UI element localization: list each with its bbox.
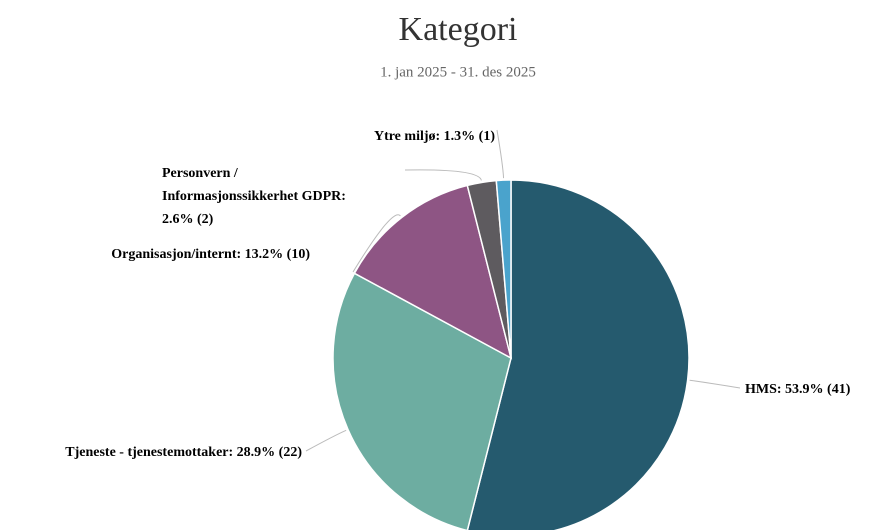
data-label: Tjeneste - tjenestemottaker: 28.9% (22) [65, 445, 302, 460]
data-label-line: 2.6% (2) [162, 212, 214, 227]
leader-line [496, 129, 505, 179]
leader-line [305, 429, 347, 452]
pie-slice [466, 179, 690, 530]
data-label: HMS: 53.9% (41) [745, 382, 851, 397]
pie-slice [332, 272, 512, 530]
leader-line [404, 169, 482, 181]
data-label-line: Personvern / [162, 166, 239, 181]
leader-line [352, 214, 401, 273]
chart-subtitle: 1. jan 2025 - 31. des 2025 [380, 64, 536, 80]
pie-slice [353, 184, 513, 360]
data-label: Ytre miljø: 1.3% (1) [374, 129, 495, 144]
data-label: Organisasjon/internt: 13.2% (10) [111, 247, 310, 262]
pie-slice [495, 179, 512, 359]
data-label: Personvern / Informasjonssikkerhet GDPR: 2… [162, 166, 346, 227]
data-label-line: Informasjonssikkerhet GDPR: [162, 189, 346, 204]
chart-title: Kategori [399, 11, 518, 48]
leader-line [689, 379, 741, 389]
